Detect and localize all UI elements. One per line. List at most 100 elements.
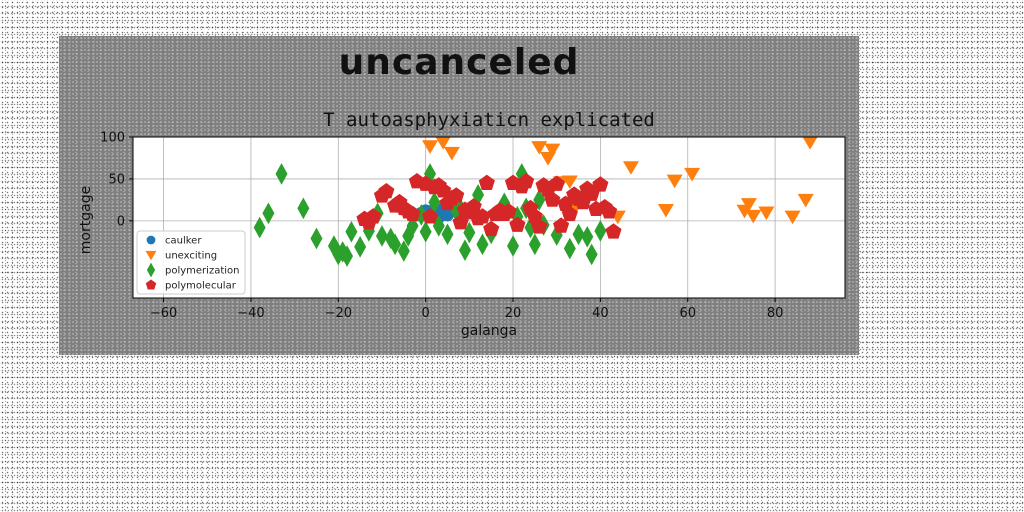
x-tick-label: 20 [505,306,522,321]
point-polymolecular [421,208,439,224]
point-polymolecular [404,205,421,222]
point-polymolecular [365,208,382,224]
x-tick-label: −40 [237,306,264,321]
x-tick-label: 40 [592,306,609,321]
point-polymerization [275,163,288,185]
point-polymerization [406,215,419,237]
point-polymerization [515,163,528,185]
legend-label: polymolecular [165,281,237,292]
x-axis-label: galanga [460,323,518,339]
point-polymolecular [448,187,465,203]
point-unexciting [740,198,757,212]
point-polymerization [550,224,563,246]
point-polymolecular [548,175,565,191]
legend-label: caulker [165,236,202,247]
point-unexciting [544,143,561,158]
point-polymerization [389,233,402,256]
point-polymerization [397,240,410,262]
legend: caulker unexciting polymerization polymolec… [136,230,246,295]
y-axis-label-wrap: mortgage [78,186,94,254]
legend-label: unexciting [165,251,217,262]
point-polymolecular [478,174,495,190]
point-polymolecular [518,172,535,189]
series-polymolecular [356,172,622,239]
point-unexciting [422,140,439,154]
point-polymerization [341,245,354,267]
point-polymerization [262,202,275,225]
point-polymerization [507,235,520,257]
point-polymolecular [592,176,609,192]
figure: uncanceled T autoasphyxiaticn explicated… [59,36,859,355]
scatter-chart: −60 −40 −20 0 20 40 60 80 0 50 100 caulker unexcitin… [100,131,846,321]
legend-marker-polymerization [146,262,156,278]
point-polymerization [476,233,489,256]
point-polymerization [424,163,437,185]
point-polymolecular [465,198,482,214]
point-polymerization [428,191,441,214]
y-tick-label: 0 [117,214,125,229]
point-polymerization [402,225,415,247]
point-polymerization [581,225,594,248]
point-polymolecular [544,191,561,207]
point-unexciting [684,167,701,182]
point-polymerization [253,216,266,239]
y-tick-label: 100 [100,131,125,146]
point-polymerization [572,223,585,246]
figure-suptitle: uncanceled [338,42,580,83]
point-polymerization [310,227,323,250]
x-tick-label: −20 [325,306,352,321]
point-polymolecular [474,208,491,224]
point-polymerization [419,220,432,243]
point-unexciting [435,137,451,150]
x-tick-label: 80 [767,306,784,321]
series-unexciting [422,137,818,225]
x-tick-label: 0 [422,306,430,321]
point-polymerization [441,223,454,246]
legend-label: polymerization [165,266,239,277]
legend-marker-polymolecular [145,279,157,290]
axes-title: T autoasphyxiaticn explicated [323,109,655,131]
point-polymerization [375,225,388,247]
y-axis-label: mortgage [78,185,94,255]
point-polymerization [354,236,367,258]
point-polymerization [594,220,607,242]
point-polymolecular [378,183,395,199]
point-polymolecular [483,220,500,237]
point-polymolecular [561,205,578,222]
point-unexciting [758,206,775,221]
point-unexciting [745,209,762,224]
point-polymerization [327,235,340,257]
point-unexciting [539,151,556,166]
point-polymerization [563,237,576,260]
point-polymerization [463,221,476,244]
point-polymerization [432,215,445,237]
point-polymolecular [552,217,570,233]
point-polymerization [585,243,598,266]
point-unexciting [531,141,548,155]
point-unexciting [784,210,801,225]
point-polymolecular [500,203,517,219]
point-unexciting [802,137,818,150]
axes-frame [132,136,846,299]
legend-marker-caulker [146,235,156,245]
point-polymerization [336,241,349,263]
point-unexciting [561,175,578,190]
point-polymerization [362,220,375,242]
point-unexciting [622,161,639,175]
point-polymerization [345,220,358,243]
point-polymolecular [531,218,548,234]
point-unexciting [666,174,683,189]
point-polymerization [297,197,310,220]
point-polymolecular [509,216,526,232]
point-unexciting [797,193,814,208]
x-tick-label: −60 [150,306,177,321]
point-polymolecular [605,223,622,239]
y-tick-label: 50 [108,172,125,187]
x-tick-label: 60 [679,306,696,321]
point-polymerization [458,239,471,262]
point-polymerization [528,233,541,256]
point-unexciting [657,203,674,218]
legend-marker-unexciting [145,250,157,261]
legend-box [136,230,246,295]
point-polymolecular [601,203,618,219]
